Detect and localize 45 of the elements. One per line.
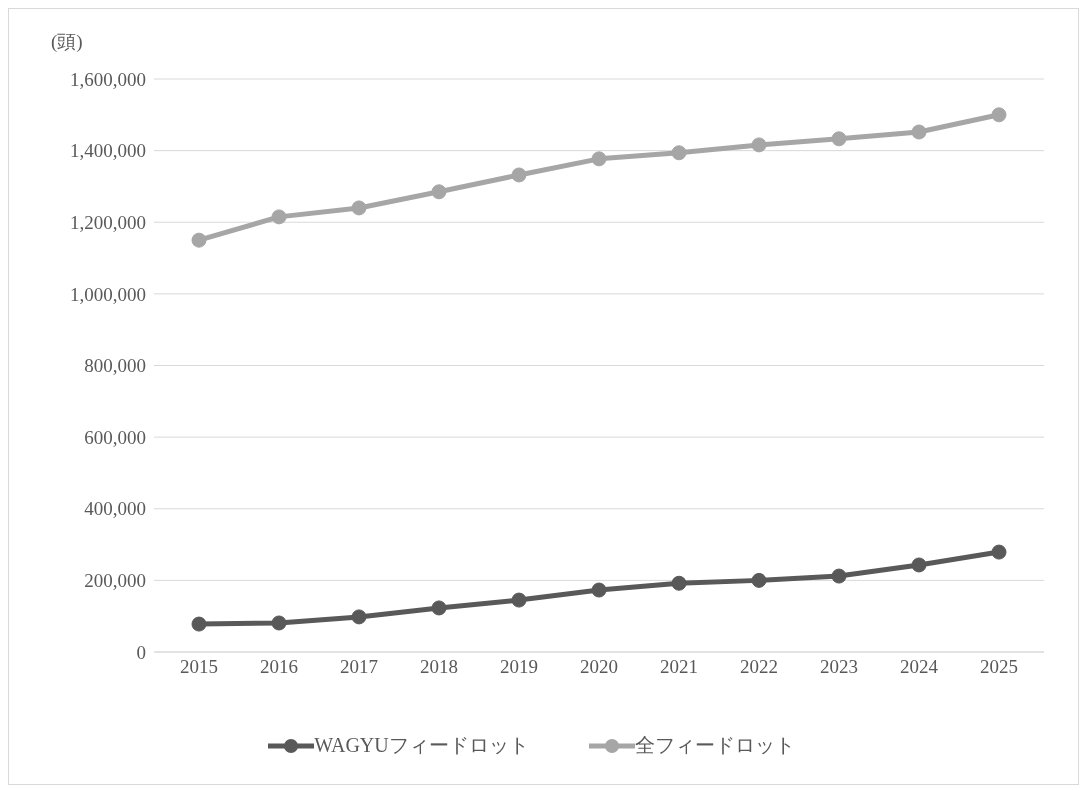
legend-label: WAGYUフィードロット <box>314 733 529 758</box>
point <box>271 615 287 631</box>
y-tick-label: 1,200,000 <box>70 211 146 233</box>
x-tick-label: 2024 <box>900 656 939 678</box>
point <box>991 544 1007 560</box>
point <box>591 151 607 167</box>
point <box>831 131 847 147</box>
y-tick-label: 1,400,000 <box>70 140 146 162</box>
x-tick-label: 2025 <box>980 656 1018 678</box>
y-tick-label: 400,000 <box>84 498 146 520</box>
point <box>591 582 607 598</box>
x-tick-label: 2021 <box>660 656 698 678</box>
point <box>831 568 847 584</box>
x-tick-label: 2022 <box>740 656 778 678</box>
point <box>271 209 287 225</box>
legend-label: 全フィードロット <box>634 733 795 758</box>
x-tick-label: 2019 <box>500 656 538 678</box>
y-tick-label: 200,000 <box>84 570 146 592</box>
x-tick-label: 2017 <box>340 656 378 678</box>
x-tick-label: 2020 <box>580 656 618 678</box>
point <box>671 145 687 161</box>
y-tick-label: 1,000,000 <box>70 283 146 305</box>
point <box>191 232 207 248</box>
point <box>991 107 1007 123</box>
y-tick-label: 1,600,000 <box>70 68 146 90</box>
point <box>911 124 927 140</box>
x-tick-label: 2015 <box>180 656 218 678</box>
point <box>671 575 687 591</box>
point <box>431 600 447 616</box>
point <box>751 572 767 588</box>
x-tick-label: 2016 <box>260 656 298 678</box>
point <box>511 592 527 608</box>
point <box>351 200 367 216</box>
y-tick-label: 600,000 <box>84 426 146 448</box>
point <box>911 557 927 573</box>
y-tick-label: 0 <box>136 641 146 663</box>
point <box>751 137 767 153</box>
y-tick-label: 800,000 <box>84 355 146 377</box>
y-axis-title: (頭) <box>51 30 83 54</box>
x-tick-label: 2023 <box>820 656 858 678</box>
point <box>511 167 527 183</box>
point <box>191 616 207 632</box>
point <box>351 609 367 625</box>
x-tick-label: 2018 <box>420 656 458 678</box>
point <box>431 184 447 200</box>
